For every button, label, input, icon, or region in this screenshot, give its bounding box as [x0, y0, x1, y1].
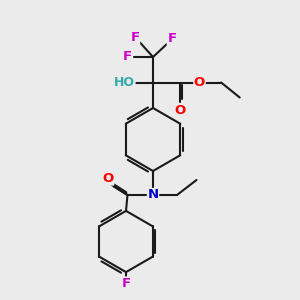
Text: F: F — [130, 31, 140, 44]
Text: O: O — [102, 172, 114, 185]
Text: HO: HO — [114, 76, 135, 89]
Text: N: N — [147, 188, 159, 202]
Text: F: F — [122, 277, 130, 290]
Text: O: O — [194, 76, 205, 89]
Text: F: F — [167, 32, 176, 46]
Text: F: F — [123, 50, 132, 64]
Text: O: O — [174, 104, 186, 117]
